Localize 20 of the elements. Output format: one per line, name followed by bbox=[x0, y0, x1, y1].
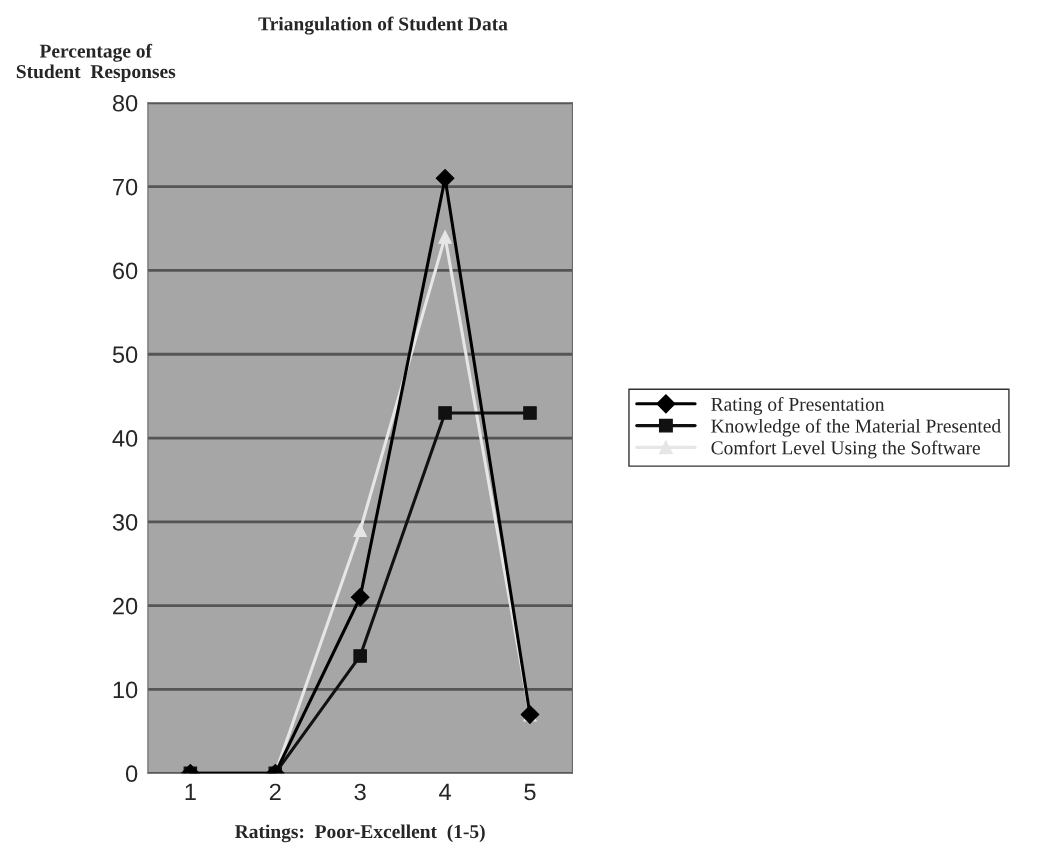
x-tick-label: 2 bbox=[269, 783, 281, 801]
x-tick-label: 4 bbox=[439, 783, 451, 801]
legend-label: Rating of Presentation bbox=[711, 396, 885, 415]
x-tick-label: 1 bbox=[185, 783, 196, 801]
y-tick-label: 80 bbox=[112, 94, 138, 112]
y-tick-label: 30 bbox=[112, 513, 138, 531]
y-tick-label: 70 bbox=[113, 178, 138, 196]
x-tick-label: 3 bbox=[354, 783, 366, 801]
y-tick-label: 20 bbox=[113, 597, 138, 615]
y-axis-title: Percentage of Student Responses bbox=[16, 43, 176, 83]
y-tick-label: 0 bbox=[125, 765, 138, 783]
y-tick-label: 40 bbox=[112, 430, 138, 447]
x-tick-label: 5 bbox=[524, 783, 536, 801]
y-tick-label: 10 bbox=[113, 681, 138, 699]
legend-label: Comfort Level Using the Software bbox=[711, 440, 980, 459]
y-tick-label: 60 bbox=[113, 262, 138, 280]
legend-label: Knowledge of the Material Presented bbox=[711, 418, 1001, 437]
x-axis-title: Ratings: Poor-Excellent (1-5) bbox=[235, 824, 485, 843]
chart-title: Triangulation of Student Data bbox=[258, 16, 508, 35]
y-tick-label: 50 bbox=[112, 346, 138, 364]
